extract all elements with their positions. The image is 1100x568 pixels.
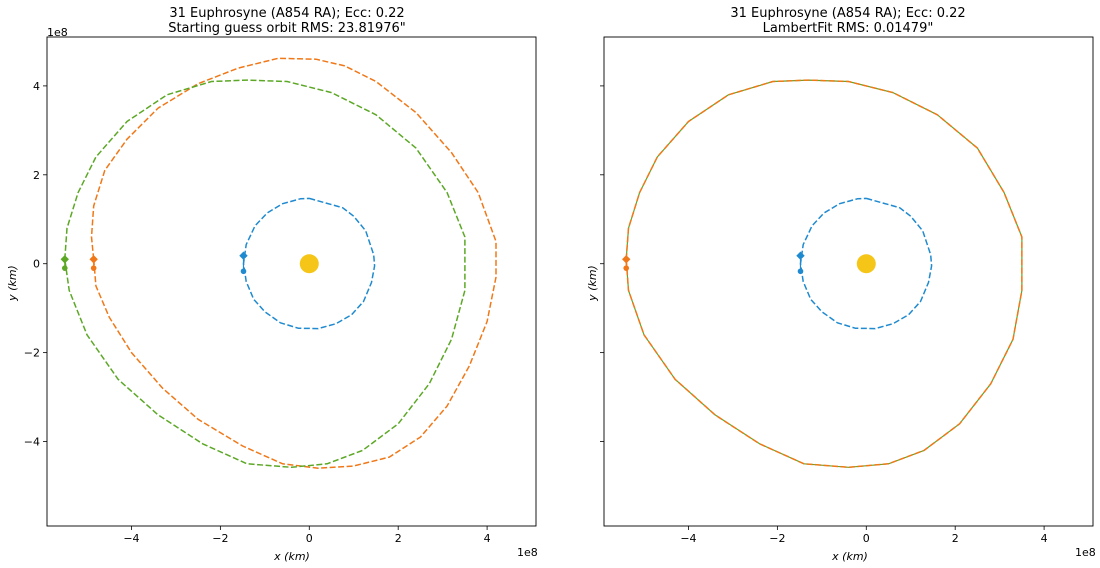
left-x-tick-label: −4: [123, 532, 139, 545]
right-plot-panel: 31 Euphrosyne (A854 RA); Ecc: 0.22 Lambe…: [586, 6, 1096, 563]
right-x-tick-label: −4: [680, 532, 696, 545]
right-axes-frame: [603, 36, 1094, 527]
right-orbit-asteroid_fit_overlay: [625, 79, 1023, 469]
left-x-offset-label: 1e8: [517, 546, 538, 559]
left-orbit-asteroid_lambert: [64, 79, 466, 469]
right-x-offset-label: 1e8: [1075, 546, 1096, 559]
right-x-tick-label: −2: [769, 532, 785, 545]
right-plot-title-line1: 31 Euphrosyne (A854 RA); Ecc: 0.22: [730, 6, 965, 21]
left-x-tick-label: 2: [395, 532, 402, 545]
left-y-tick-label: 4: [33, 80, 40, 93]
left-x-tick-label: −2: [212, 532, 228, 545]
right-y-axis-label: y (km): [586, 265, 599, 302]
left-y-tick-label: −2: [24, 347, 40, 360]
right-earth-diamond-marker: [796, 251, 805, 260]
left-sun-marker: [299, 254, 319, 274]
left-plot-title-line2: Starting guess orbit RMS: 23.81976": [168, 21, 406, 36]
right-x-tick-label: 0: [863, 532, 870, 545]
left-y-tick-label: 2: [33, 169, 40, 182]
left-x-axis-label: x (km): [273, 550, 310, 563]
left-y-offset-label: 1e8: [47, 26, 68, 39]
right-asteroid_fit_overlay-diamond-marker: [622, 255, 631, 264]
left-extra-diamond-marker: [89, 255, 98, 264]
right-orbit-earth: [799, 197, 933, 330]
left-plot-panel: 31 Euphrosyne (A854 RA); Ecc: 0.22 Start…: [6, 6, 538, 563]
left-x-tick-label: 0: [306, 532, 313, 545]
left-orbit-earth: [242, 197, 376, 330]
left-y-axis-label: y (km): [6, 265, 19, 302]
right-x-tick-label: 4: [1041, 532, 1048, 545]
left-plot-title-line1: 31 Euphrosyne (A854 RA); Ecc: 0.22: [169, 6, 404, 21]
right-x-axis-label: x (km): [831, 550, 868, 563]
left-asteroid_lambert-diamond-marker: [60, 255, 69, 264]
left-earth-diamond-marker: [239, 251, 248, 260]
left-y-tick-label: 0: [33, 258, 40, 271]
right-orbit-asteroid_fit: [625, 79, 1023, 468]
right-x-tick-label: 2: [952, 532, 959, 545]
left-axes-frame: [46, 36, 537, 527]
left-y-tick-label: −4: [24, 436, 40, 449]
right-plot-title-line2: LambertFit RMS: 0.01479": [763, 21, 934, 36]
right-sun-marker: [856, 254, 876, 274]
left-x-tick-label: 4: [484, 532, 491, 545]
left-orbit-asteroid_guess: [90, 57, 497, 469]
